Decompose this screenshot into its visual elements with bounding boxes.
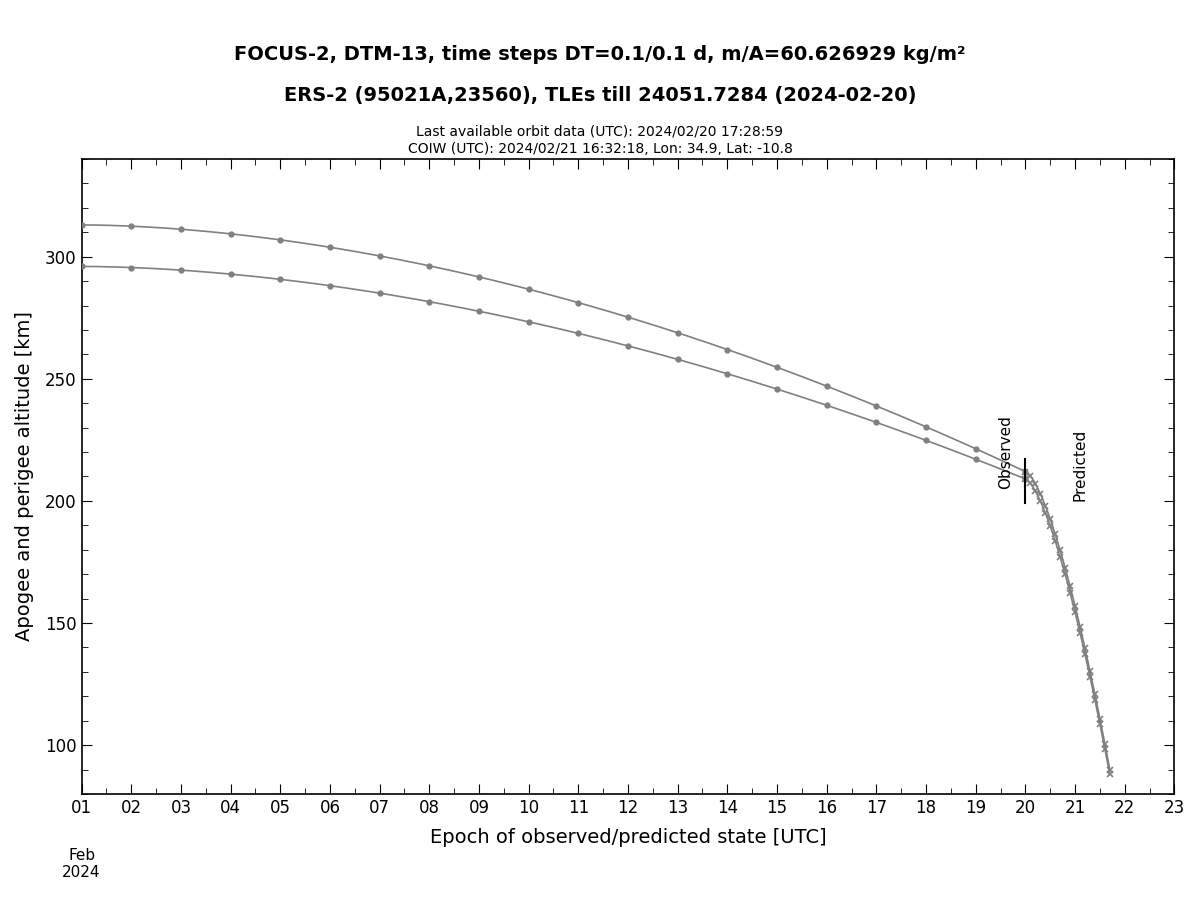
Y-axis label: Apogee and perigee altitude [km]: Apogee and perigee altitude [km] (14, 311, 34, 642)
Text: FOCUS-2, DTM-13, time steps DT=0.1/0.1 d, m/A=60.626929 kg/m²: FOCUS-2, DTM-13, time steps DT=0.1/0.1 d… (234, 45, 966, 64)
Text: Observed: Observed (998, 415, 1013, 489)
Text: Predicted: Predicted (1073, 428, 1087, 501)
Text: Feb
2024: Feb 2024 (62, 848, 101, 880)
X-axis label: Epoch of observed/predicted state [UTC]: Epoch of observed/predicted state [UTC] (430, 828, 827, 847)
Text: Last available orbit data (UTC): 2024/02/20 17:28:59: Last available orbit data (UTC): 2024/02… (416, 124, 784, 139)
Text: COIW (UTC): 2024/02/21 16:32:18, Lon: 34.9, Lat: -10.8: COIW (UTC): 2024/02/21 16:32:18, Lon: 34… (408, 142, 792, 157)
Text: ERS-2 (95021A,23560), TLEs till 24051.7284 (2024-02-20): ERS-2 (95021A,23560), TLEs till 24051.72… (283, 86, 917, 104)
